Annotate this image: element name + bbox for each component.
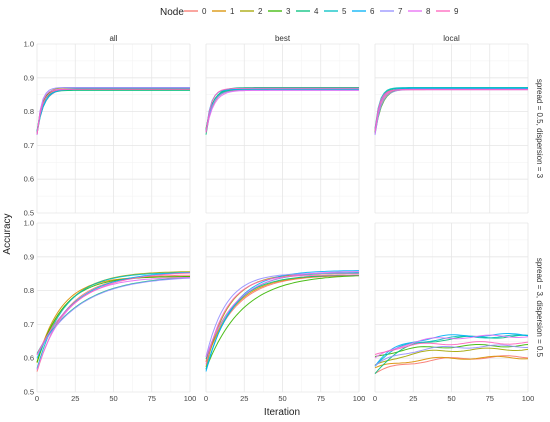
series-line-node-8 [374, 334, 529, 359]
x-tick-label-75: 75 [148, 394, 156, 403]
x-tick-label-100: 100 [522, 394, 535, 403]
x-tick-label-75: 75 [317, 394, 325, 403]
x-tick-label-0: 0 [35, 394, 39, 403]
y-tick-label-1.0: 1.0 [24, 219, 34, 228]
series-line-node-9 [205, 87, 359, 133]
y-axis-title: Accuracy [2, 213, 13, 254]
series-line-node-6 [374, 333, 529, 367]
x-tick-label-0: 0 [373, 394, 377, 403]
y-tick-label-0.7: 0.7 [24, 141, 34, 150]
y-tick-label-0.7: 0.7 [24, 320, 34, 329]
series-line-node-7 [374, 344, 528, 367]
panels: all best local spread = 0.5, dispersion = 3… [24, 34, 544, 403]
legend-item-1: 1 [212, 7, 235, 16]
series-line-node-9 [205, 274, 359, 365]
series-line-node-9 [374, 341, 529, 355]
legend-item-7: 7 [380, 7, 403, 16]
series-line-node-5 [36, 272, 190, 369]
legend-item-2: 2 [240, 7, 263, 16]
x-axis-title: Iteration [264, 407, 300, 418]
y-tick-label-0.9: 0.9 [24, 252, 34, 261]
legend-item-3: 3 [268, 7, 291, 16]
series-line-node-8 [36, 277, 191, 371]
series-line-node-2 [374, 347, 529, 366]
legend-label-6: 6 [370, 7, 375, 16]
series-line-node-6 [205, 270, 359, 372]
y-tick-label-0.5: 0.5 [24, 388, 34, 397]
y-tick-label-1.0: 1.0 [24, 40, 34, 49]
x-tick-label-50: 50 [278, 394, 286, 403]
series-line-node-3 [374, 344, 529, 357]
panel-spread-0-5-dispersion-3-best [205, 43, 360, 214]
legend-item-8: 8 [408, 7, 431, 16]
series-line-node-9 [36, 88, 190, 135]
series-line-node-3 [36, 276, 190, 363]
legend-item-4: 4 [296, 7, 319, 16]
legend-label-4: 4 [314, 7, 319, 16]
legend-label-9: 9 [454, 7, 459, 16]
panel-spread-0-5-dispersion-3-all: 0.5 0.6 0.7 0.8 0.9 1.0 [24, 40, 191, 218]
series-line-node-3 [205, 275, 360, 370]
legend: Node 0 1 2 3 4 5 6 7 8 9 [160, 7, 459, 18]
panel-spread-3-dispersion-0-5-best: 0 25 50 75 100 [204, 222, 366, 403]
legend-item-9: 9 [436, 7, 459, 16]
y-tick-label-0.6: 0.6 [24, 175, 34, 184]
x-tick-label-50: 50 [447, 394, 455, 403]
panel-spread-3-dispersion-0-5-all: 0 25 50 75 100 0.5 0.6 0.7 0.8 0.9 1.0 [24, 219, 197, 404]
y-tick-label-0.5: 0.5 [24, 209, 34, 218]
legend-item-0: 0 [184, 7, 207, 16]
column-strip-local: local [443, 34, 460, 43]
row-strip-1: spread = 0.5, dispersion = 3 [535, 79, 544, 179]
series-line-node-1 [374, 355, 529, 369]
x-tick-label-100: 100 [353, 394, 366, 403]
series-line-node-9 [36, 272, 191, 356]
series-line-node-8 [205, 89, 359, 133]
column-strip-best: best [275, 34, 291, 43]
series-line-node-7 [36, 87, 190, 135]
legend-label-2: 2 [258, 7, 263, 16]
x-tick-label-50: 50 [109, 394, 117, 403]
x-tick-label-25: 25 [71, 394, 79, 403]
series-line-node-7 [205, 272, 359, 357]
series-line-node-7 [36, 277, 191, 356]
series-line-node-6 [205, 88, 359, 132]
y-tick-label-0.8: 0.8 [24, 107, 34, 116]
y-tick-label-0.6: 0.6 [24, 354, 34, 363]
legend-label-7: 7 [398, 7, 403, 16]
x-tick-label-25: 25 [409, 394, 417, 403]
x-tick-label-25: 25 [240, 394, 248, 403]
series-line-node-9 [374, 89, 528, 131]
legend-label-1: 1 [230, 7, 235, 16]
series-line-node-0 [374, 355, 529, 374]
legend-item-6: 6 [352, 7, 375, 16]
legend-item-5: 5 [324, 7, 347, 16]
series-line-node-6 [374, 88, 528, 131]
row-strip-2: spread = 3, dispersion = 0.5 [535, 258, 544, 358]
y-tick-label-0.8: 0.8 [24, 286, 34, 295]
x-tick-label-100: 100 [184, 394, 197, 403]
legend-label-3: 3 [286, 7, 291, 16]
panel-spread-0-5-dispersion-3-local [374, 43, 529, 214]
legend-label-8: 8 [426, 7, 431, 16]
series-line-node-5 [374, 87, 528, 129]
series-line-node-4 [36, 89, 190, 131]
legend-title: Node [160, 7, 184, 18]
legend-label-0: 0 [202, 7, 207, 16]
panel-spread-3-dispersion-0-5-local: 0 25 50 75 100 [373, 222, 535, 403]
x-tick-label-75: 75 [486, 394, 494, 403]
x-tick-label-0: 0 [204, 394, 208, 403]
y-tick-label-0.9: 0.9 [24, 73, 34, 82]
legend-label-5: 5 [342, 7, 347, 16]
column-strip-all: all [109, 34, 117, 43]
